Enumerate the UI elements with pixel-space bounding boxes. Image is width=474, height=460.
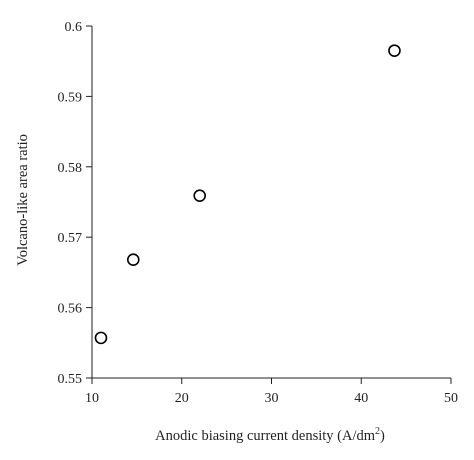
y-tick-label: 0.6 bbox=[65, 20, 83, 35]
x-tick-label: 20 bbox=[175, 391, 189, 406]
data-point bbox=[94, 331, 108, 345]
x-tick-label: 40 bbox=[354, 391, 368, 406]
x-tick-label: 30 bbox=[265, 391, 279, 406]
x-axis-title-superscript: 2 bbox=[375, 426, 380, 437]
y-tick-label: 0.55 bbox=[58, 372, 83, 387]
x-axis-title: Anodic biasing current density (A/dm2) bbox=[155, 426, 385, 444]
y-axis-title: Volcano-like area ratio bbox=[15, 134, 31, 266]
y-tick-label: 0.57 bbox=[58, 231, 83, 246]
y-tick-label: 0.59 bbox=[58, 90, 83, 105]
data-point bbox=[388, 44, 401, 57]
x-tick-label: 50 bbox=[444, 391, 458, 406]
y-tick-label: 0.58 bbox=[58, 161, 83, 176]
y-tick-label: 0.56 bbox=[58, 302, 83, 317]
data-point bbox=[126, 253, 140, 267]
plot-area: 0.55 0.56 0.57 0.58 0.59 0.6 10 20 30 40 50 bbox=[58, 20, 459, 406]
x-tick-label: 10 bbox=[85, 391, 99, 406]
data-point bbox=[193, 189, 206, 202]
